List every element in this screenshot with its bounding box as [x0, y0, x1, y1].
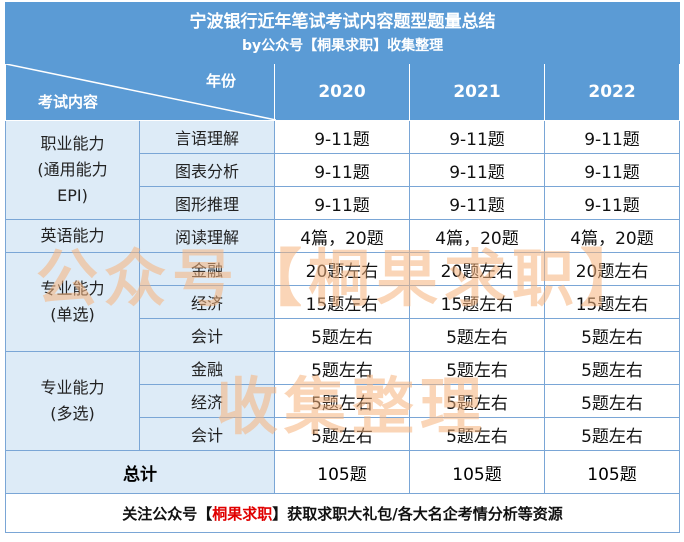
header-year-label: 年份	[205, 72, 236, 90]
value-cell: 5题左右	[274, 384, 410, 418]
total-value: 105题	[543, 450, 681, 494]
value-cell: 5题左右	[274, 318, 410, 352]
value-cell: 5题左右	[409, 318, 545, 352]
value-cell: 9-11题	[409, 120, 545, 154]
subcategory-cell: 图表分析	[139, 153, 275, 187]
footer-text-after: 】获取求职大礼包/各大名企考情分析等资源	[272, 504, 563, 523]
value-cell: 5题左右	[274, 417, 410, 451]
table-row: 经济 5题左右 5题左右 5题左右	[6, 384, 681, 418]
title-banner: 宁波银行近年笔试考试内容题型题量总结 by公众号【桐果求职】收集整理	[4, 2, 681, 64]
category-cell: 英语能力	[5, 219, 140, 253]
year-header-2021: 2021	[409, 63, 545, 121]
footer-text-before: 关注公众号【	[122, 504, 213, 523]
exam-summary-table: 宁波银行近年笔试考试内容题型题量总结 by公众号【桐果求职】收集整理 年份 考试…	[4, 2, 681, 533]
value-cell: 9-11题	[409, 153, 545, 187]
value-cell: 5题左右	[543, 351, 681, 385]
subcategory-cell: 会计	[139, 417, 275, 451]
value-cell: 15题左右	[543, 285, 681, 319]
value-cell: 5题左右	[543, 318, 681, 352]
value-cell: 5题左右	[274, 351, 410, 385]
value-cell: 9-11题	[274, 186, 410, 220]
table-row: 图形推理 9-11题 9-11题 9-11题	[6, 186, 681, 220]
subcategory-cell: 图形推理	[139, 186, 275, 220]
category-cell: 专业能力 (多选)	[5, 351, 140, 451]
diagonal-line	[6, 64, 276, 120]
table-row: 会计 5题左右 5题左右 5题左右	[6, 318, 681, 352]
value-cell: 9-11题	[274, 120, 410, 154]
value-cell: 9-11题	[543, 153, 681, 187]
category-cell: 职业能力 (通用能力 EPI)	[5, 120, 140, 220]
exam-summary-document: 宁波银行近年笔试考试内容题型题量总结 by公众号【桐果求职】收集整理 年份 考试…	[4, 2, 681, 539]
value-cell: 15题左右	[409, 285, 545, 319]
page-subtitle: by公众号【桐果求职】收集整理	[241, 38, 444, 54]
footer-highlight: 桐果求职	[212, 504, 273, 523]
value-cell: 20题左右	[543, 252, 681, 286]
subcategory-cell: 经济	[139, 285, 275, 319]
header-content-label: 考试内容	[38, 93, 99, 111]
total-value: 105题	[274, 450, 410, 494]
table-row: 职业能力 (通用能力 EPI) 言语理解 9-11题 9-11题 9-11题	[5, 120, 681, 220]
table-row: 专业能力 (多选) 金融 5题左右 5题左右 5题左右	[5, 351, 681, 451]
subcategory-cell: 金融	[139, 252, 275, 286]
value-cell: 4篇，20题	[409, 219, 545, 253]
subcategory-cell: 言语理解	[139, 120, 275, 154]
page-title: 宁波银行近年笔试考试内容题型题量总结	[189, 12, 496, 32]
value-cell: 5题左右	[409, 351, 545, 385]
value-cell: 20题左右	[409, 252, 545, 286]
value-cell: 4篇，20题	[274, 219, 410, 253]
subcategory-cell: 金融	[139, 351, 275, 385]
value-cell: 4篇，20题	[543, 219, 681, 253]
table-row: 专业能力 (单选) 金融 20题左右 20题左右 20题左右	[5, 252, 681, 352]
value-cell: 9-11题	[543, 120, 681, 154]
value-cell: 5题左右	[409, 384, 545, 418]
subcategory-cell: 经济	[139, 384, 275, 418]
year-header-2020: 2020	[274, 63, 410, 121]
table-row: 会计 5题左右 5题左右 5题左右	[6, 417, 681, 451]
total-label: 总计	[5, 450, 275, 494]
total-value: 105题	[409, 450, 545, 494]
subcategory-cell: 阅读理解	[139, 219, 275, 253]
subcategory-cell: 会计	[139, 318, 275, 352]
value-cell: 9-11题	[409, 186, 545, 220]
table-row: 英语能力 阅读理解 4篇，20题 4篇，20题 4篇，20题	[5, 219, 681, 253]
year-header-2022: 2022	[543, 63, 681, 121]
value-cell: 20题左右	[274, 252, 410, 286]
diagonal-header-cell: 年份 考试内容	[5, 63, 276, 121]
value-cell: 9-11题	[543, 186, 681, 220]
value-cell: 9-11题	[274, 153, 410, 187]
value-cell: 5题左右	[409, 417, 545, 451]
footer-note: 关注公众号【桐果求职】获取求职大礼包/各大名企考情分析等资源	[4, 493, 681, 533]
value-cell: 15题左右	[274, 285, 410, 319]
value-cell: 5题左右	[543, 417, 681, 451]
category-cell: 专业能力 (单选)	[5, 252, 140, 352]
value-cell: 5题左右	[543, 384, 681, 418]
